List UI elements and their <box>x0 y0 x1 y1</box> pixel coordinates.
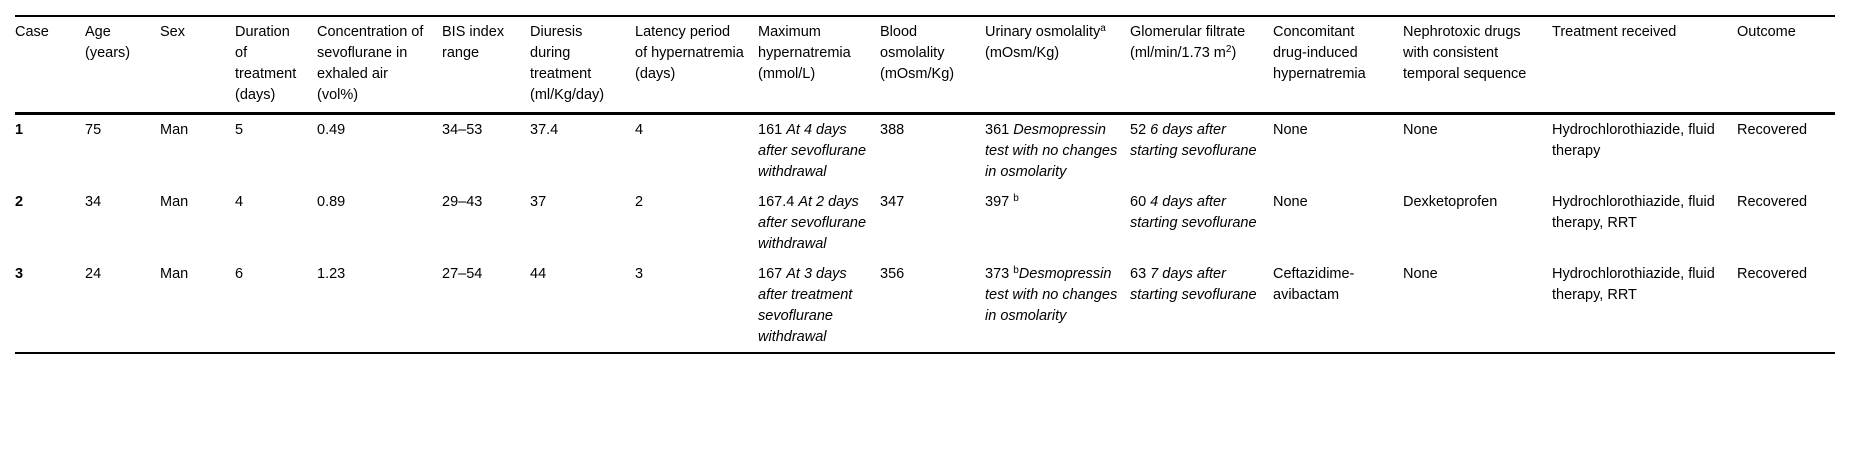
cell-case-3-bis-index-range: 27–54 <box>442 266 483 282</box>
cell-case-2-latency-period: 2 <box>635 194 644 210</box>
cell-case-3-age: 24 <box>85 266 102 282</box>
italic-note: Desmopressin test with no changes in osm… <box>985 266 1118 324</box>
cell-case-3-sevoflurane-concentration: 1.23 <box>317 266 346 282</box>
footnote-marker: a <box>1100 23 1106 34</box>
italic-note: 6 days after starting sevoflurane <box>1130 122 1257 159</box>
cell-case-1-concomitant-drugs: None <box>1273 122 1308 138</box>
cell-case-3-sex: Man <box>160 266 189 282</box>
cell-case-3-urinary-osmolality: 373 bDesmopressin test with no changes i… <box>985 265 1118 325</box>
header-cell-age: Age (years) <box>85 16 160 115</box>
header-cell-latency-period: Latency period of hypernatremia (days) <box>635 16 758 115</box>
cell-case-3-concomitant-drugs: Ceftazidime-avibactam <box>1273 266 1355 303</box>
cell-case-3-duration-of-treatment: 6 <box>235 266 244 282</box>
cell-case-3-blood-osmolality: 356 <box>880 266 905 282</box>
cell-case-1-treatment-received: Hydrochlorothiazide, fluid therapy <box>1552 122 1715 159</box>
cell-case-1-maximum-hypernatremia: 161 At 4 days after sevoflurane withdraw… <box>758 122 867 180</box>
cell-case-3-case: 3 <box>15 266 24 282</box>
cell-case-3-glomerular-filtrate: 63 7 days after starting sevoflurane <box>1130 266 1257 303</box>
header-cell-glomerular-filtrate: Glomerular filtrate (ml/min/1.73 m2) <box>1130 16 1273 115</box>
cell-case-2-sex: Man <box>160 194 189 210</box>
cell-case-3-outcome: Recovered <box>1737 266 1808 282</box>
header-cell-outcome: Outcome <box>1737 16 1835 115</box>
table-row-case-3: 3 24 Man 6 1.23 27–54 44 3 167 At 3 days after t… <box>15 259 1835 353</box>
header-cell-bis-index-range: BIS index range <box>442 16 530 115</box>
italic-note: At 4 days after sevoflurane withdrawal <box>758 122 867 180</box>
cell-case-2-sevoflurane-concentration: 0.89 <box>317 194 346 210</box>
cell-case-2-diuresis: 37 <box>530 194 547 210</box>
cell-case-1-latency-period: 4 <box>635 122 644 138</box>
footnote-marker: b <box>1013 193 1019 204</box>
cell-case-1-bis-index-range: 34–53 <box>442 122 483 138</box>
table-row-case-1: 1 75 Man 5 0.49 34–53 37.4 4 161 At 4 days after… <box>15 114 1835 188</box>
cell-case-1-nephrotoxic-drugs: None <box>1403 122 1438 138</box>
footnote-marker: b <box>1013 265 1019 276</box>
cell-case-2-maximum-hypernatremia: 167.4 At 2 days after sevoflurane withdr… <box>758 194 867 252</box>
header-cell-sex: Sex <box>160 16 235 115</box>
cell-case-2-bis-index-range: 29–43 <box>442 194 483 210</box>
cell-case-3-diuresis: 44 <box>530 266 547 282</box>
italic-note: Desmopressin test with no changes in osm… <box>985 122 1118 180</box>
header-cell-duration-of-treatment: Duration of treatment (days) <box>235 16 317 115</box>
header-cell-sevoflurane-concentration: Concentration of sevoflurane in exhaled … <box>317 16 442 115</box>
cell-case-1-diuresis: 37.4 <box>530 122 559 138</box>
cell-case-1-duration-of-treatment: 5 <box>235 122 244 138</box>
header-cell-urinary-osmolality: Urinary osmolalitya (mOsm/Kg) <box>985 16 1130 115</box>
case-series-table: Case Age (years) Sex Duration of treatment … <box>15 15 1835 354</box>
header-cell-diuresis: Diuresis during treatment (ml/Kg/day) <box>530 16 635 115</box>
cell-case-2-treatment-received: Hydrochlorothiazide, fluid therapy, RRT <box>1552 194 1715 231</box>
cell-case-2-concomitant-drugs: None <box>1273 194 1308 210</box>
case-series-table-region: Case Age (years) Sex Duration of treatment … <box>15 15 1835 354</box>
footnote-marker: 2 <box>1225 44 1232 55</box>
cell-case-1-glomerular-filtrate: 52 6 days after starting sevoflurane <box>1130 122 1257 159</box>
cell-case-2-case: 2 <box>15 194 24 210</box>
cell-case-3-nephrotoxic-drugs: None <box>1403 266 1438 282</box>
cell-case-2-outcome: Recovered <box>1737 194 1808 210</box>
table-header: Case Age (years) Sex Duration of treatment … <box>15 16 1835 115</box>
header-cell-maximum-hypernatremia: Maximum hypernatremia (mmol/L) <box>758 16 880 115</box>
italic-note: At 2 days after sevoflurane withdrawal <box>758 194 867 252</box>
cell-case-2-duration-of-treatment: 4 <box>235 194 244 210</box>
header-cell-case: Case <box>15 16 85 115</box>
italic-note: At 3 days after treatment sevoflurane wi… <box>758 266 853 345</box>
cell-case-1-outcome: Recovered <box>1737 122 1808 138</box>
header-row: Case Age (years) Sex Duration of treatment … <box>15 16 1835 115</box>
header-cell-concomitant-drugs: Concomitant drug-induced hypernatremia <box>1273 16 1403 115</box>
cell-case-3-latency-period: 3 <box>635 266 644 282</box>
cell-case-3-treatment-received: Hydrochlorothiazide, fluid therapy, RRT <box>1552 266 1715 303</box>
cell-case-2-blood-osmolality: 347 <box>880 194 905 210</box>
header-cell-nephrotoxic-drugs: Nephrotoxic drugs with consistent tempor… <box>1403 16 1552 115</box>
cell-case-2-nephrotoxic-drugs: Dexketoprofen <box>1403 194 1498 210</box>
header-cell-treatment-received: Treatment received <box>1552 16 1737 115</box>
cell-case-1-sevoflurane-concentration: 0.49 <box>317 122 346 138</box>
cell-case-1-sex: Man <box>160 122 189 138</box>
cell-case-1-case: 1 <box>15 122 24 138</box>
cell-case-1-age: 75 <box>85 122 102 138</box>
italic-note: 7 days after starting sevoflurane <box>1130 266 1257 303</box>
table-body: 1 75 Man 5 0.49 34–53 37.4 4 161 At 4 days after… <box>15 114 1835 354</box>
cell-case-3-maximum-hypernatremia: 167 At 3 days after treatment sevofluran… <box>758 266 853 345</box>
cell-case-2-glomerular-filtrate: 60 4 days after starting sevoflurane <box>1130 194 1257 231</box>
cell-case-2-age: 34 <box>85 194 102 210</box>
header-cell-blood-osmolality: Blood osmolality (mOsm/Kg) <box>880 16 985 115</box>
cell-case-1-urinary-osmolality: 361 Desmopressin test with no changes in… <box>985 122 1118 180</box>
italic-note: 4 days after starting sevoflurane <box>1130 194 1257 231</box>
table-row-case-2: 2 34 Man 4 0.89 29–43 37 2 167.4 At 2 days after… <box>15 187 1835 259</box>
cell-case-1-blood-osmolality: 388 <box>880 122 905 138</box>
cell-case-2-urinary-osmolality: 397 b <box>985 193 1019 211</box>
